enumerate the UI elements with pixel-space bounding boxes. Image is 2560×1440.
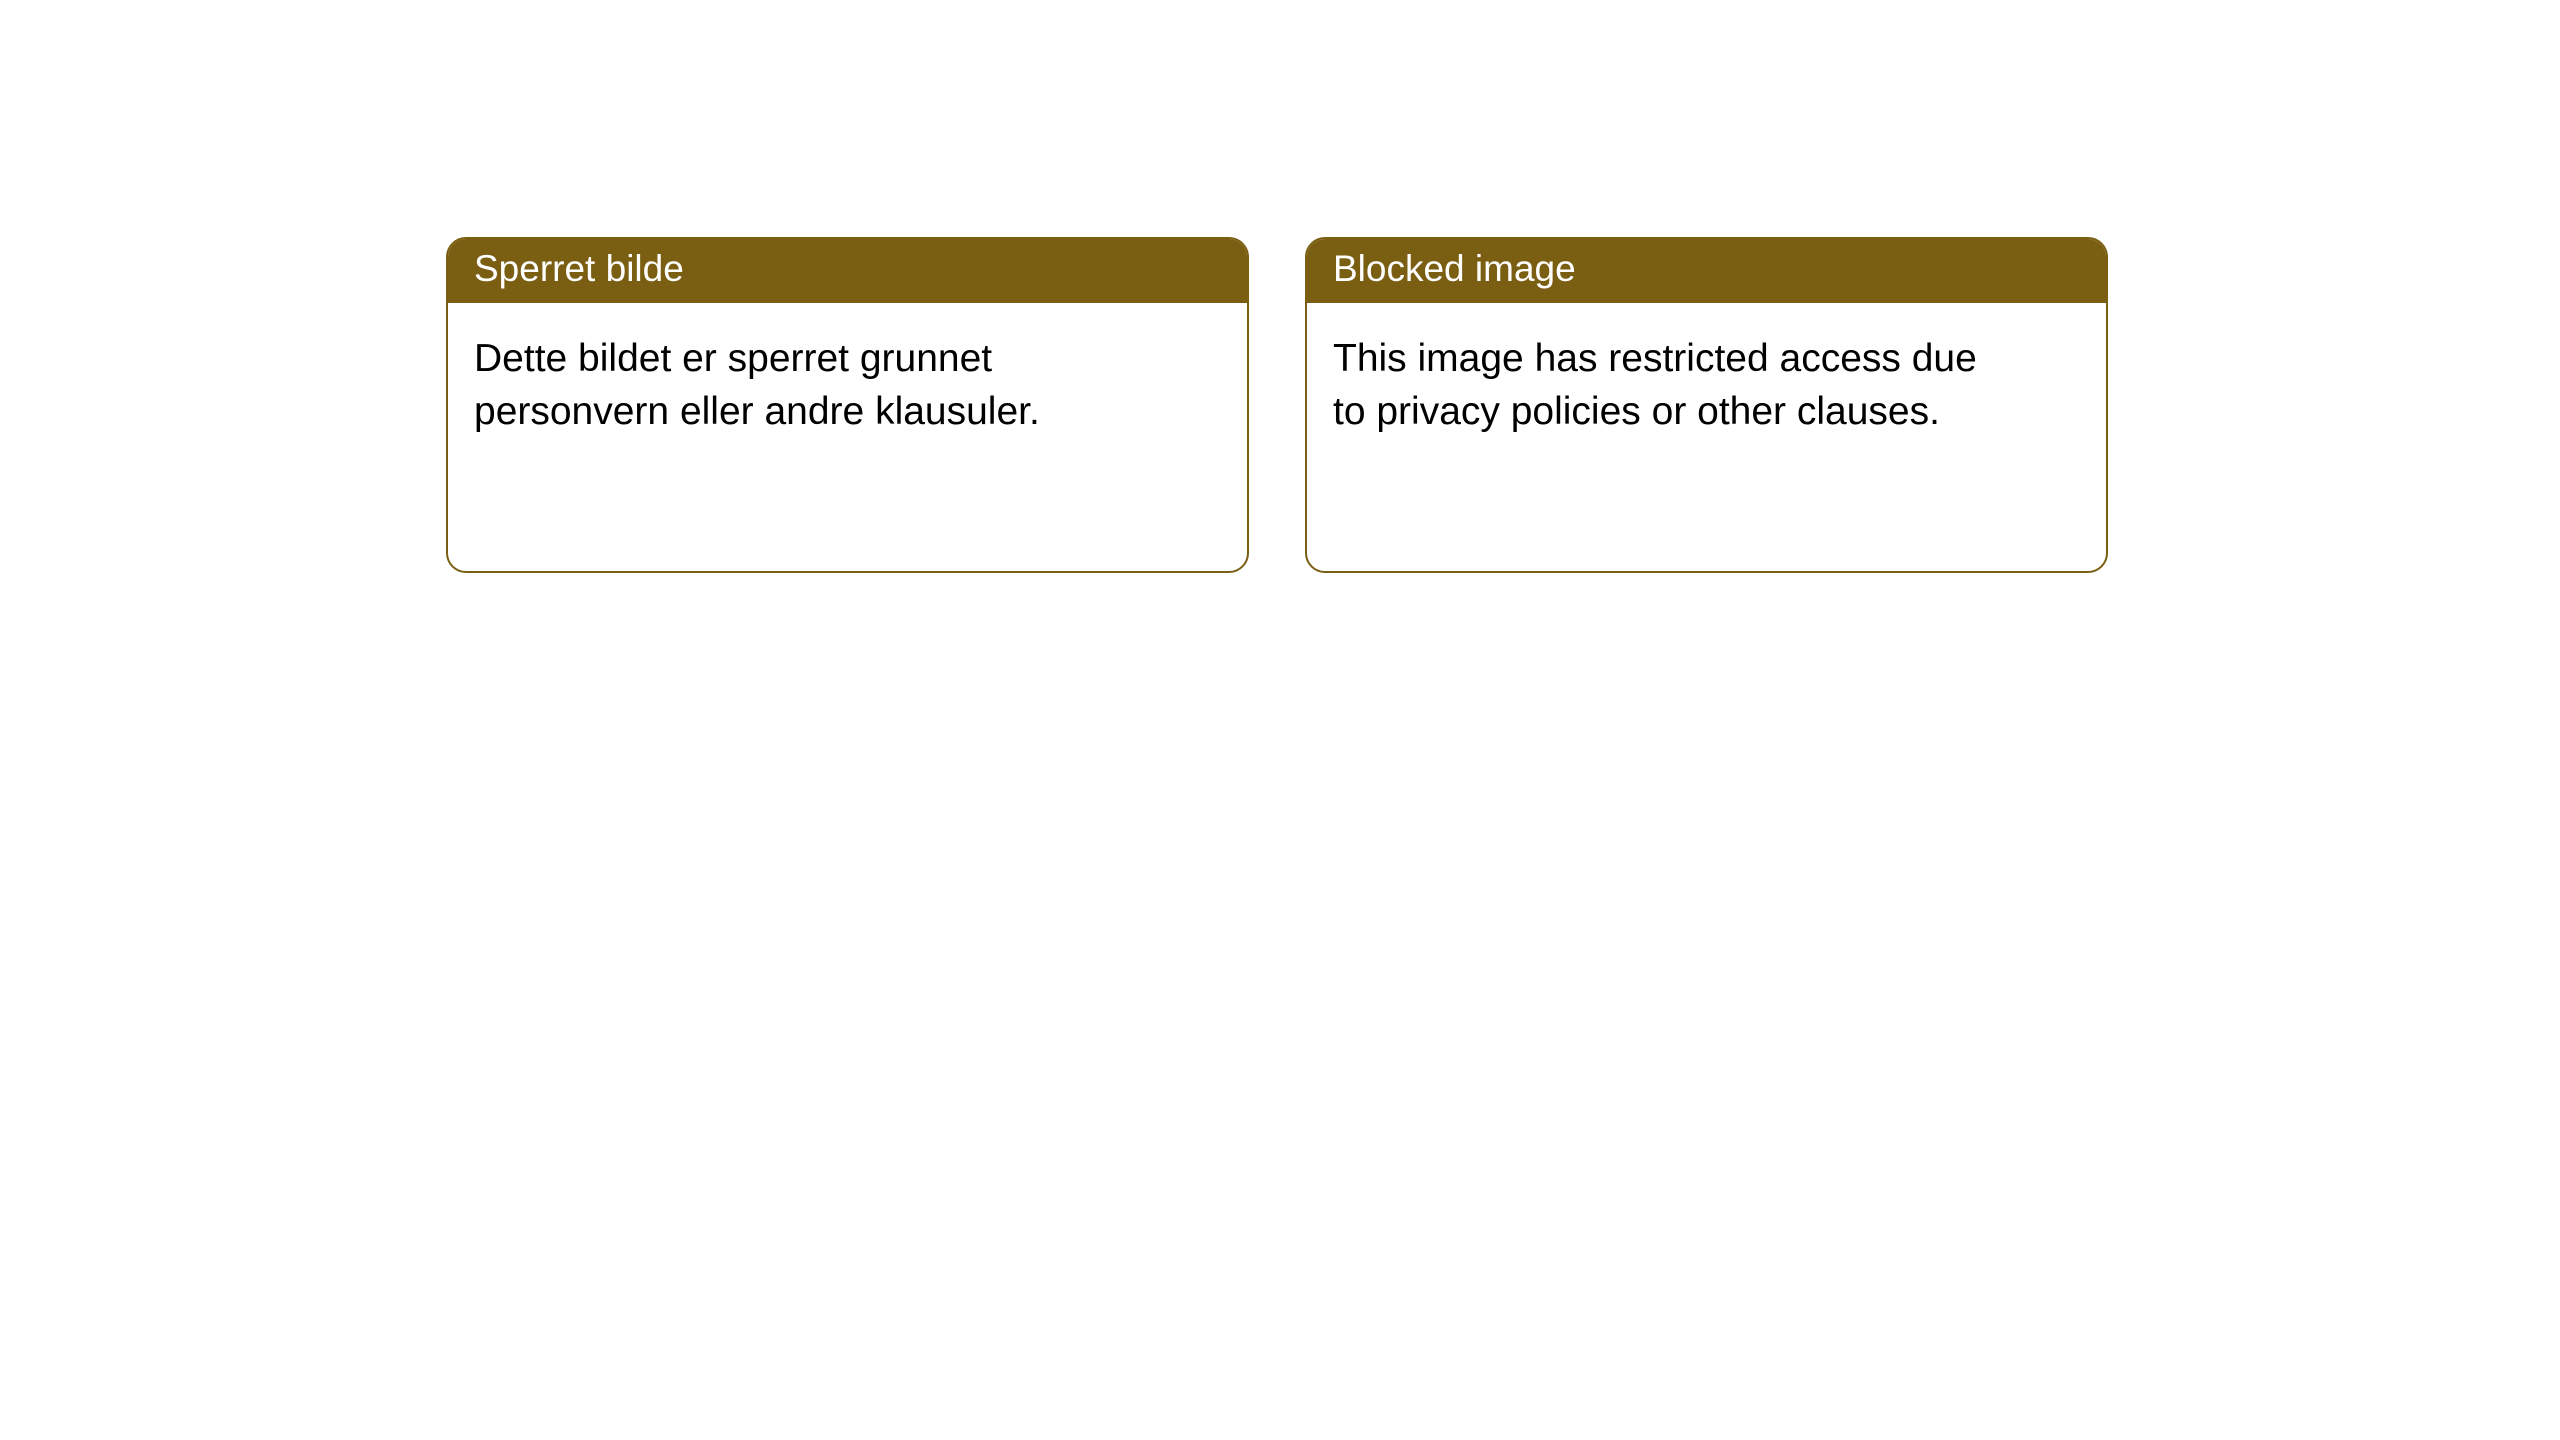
card-body-en: This image has restricted access due to … — [1307, 303, 2007, 468]
card-header-no: Sperret bilde — [448, 239, 1247, 303]
blocked-image-card-no: Sperret bilde Dette bildet er sperret gr… — [446, 237, 1249, 573]
blocked-image-card-en: Blocked image This image has restricted … — [1305, 237, 2108, 573]
notice-container: Sperret bilde Dette bildet er sperret gr… — [446, 237, 2108, 573]
card-header-en: Blocked image — [1307, 239, 2106, 303]
card-body-no: Dette bildet er sperret grunnet personve… — [448, 303, 1148, 468]
